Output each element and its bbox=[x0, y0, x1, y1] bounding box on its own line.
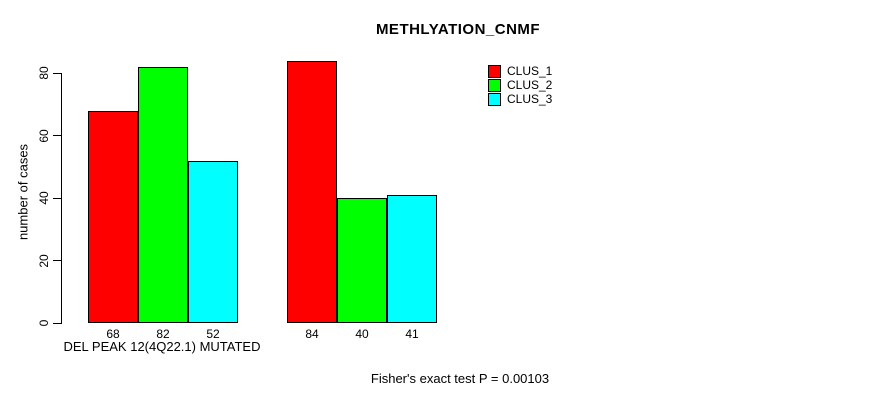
y-tick-label: 60 bbox=[37, 128, 51, 143]
bar bbox=[337, 198, 387, 323]
y-tick-label: 40 bbox=[37, 191, 51, 205]
y-axis-title: number of cases bbox=[15, 143, 31, 241]
bar bbox=[287, 60, 337, 323]
legend-swatch bbox=[488, 79, 501, 92]
legend-row: CLUS_2 bbox=[488, 79, 552, 92]
legend-label: CLUS_1 bbox=[507, 64, 553, 78]
x-axis-label: DEL PEAK 12(4Q22.1) MUTATED bbox=[63, 339, 261, 354]
legend-swatch bbox=[488, 65, 501, 78]
legend-row: CLUS_3 bbox=[488, 93, 552, 106]
y-tick-mark bbox=[53, 197, 61, 199]
legend-label: CLUS_2 bbox=[507, 78, 553, 92]
y-axis-line bbox=[61, 73, 62, 324]
legend-label: CLUS_3 bbox=[507, 92, 553, 106]
y-tick-mark bbox=[53, 135, 61, 136]
chart-title: METHLYATION_CNMF bbox=[375, 21, 541, 38]
y-tick-label: 0 bbox=[37, 319, 51, 327]
legend: CLUS_1 CLUS_2 CLUS_3 bbox=[488, 65, 552, 107]
bar-value-label: 40 bbox=[355, 327, 369, 341]
bar-value-label: 52 bbox=[206, 327, 220, 341]
bar-value-label: 82 bbox=[156, 327, 170, 341]
bar-value-label: 84 bbox=[305, 327, 319, 341]
legend-row: CLUS_1 bbox=[488, 65, 552, 78]
y-tick-label: 20 bbox=[37, 253, 51, 268]
legend-swatch bbox=[488, 93, 501, 106]
bar bbox=[138, 66, 188, 323]
bar-value-label: 41 bbox=[405, 327, 419, 341]
y-tick-mark bbox=[53, 322, 61, 324]
bar bbox=[88, 110, 138, 323]
bar-value-label: 68 bbox=[106, 327, 120, 341]
bar bbox=[188, 160, 238, 323]
y-tick-mark bbox=[53, 72, 61, 74]
y-tick-label: 80 bbox=[37, 66, 51, 80]
bar bbox=[387, 194, 437, 323]
y-tick-mark bbox=[53, 260, 61, 261]
fisher-test-annotation: Fisher's exact test P = 0.00103 bbox=[370, 371, 550, 386]
